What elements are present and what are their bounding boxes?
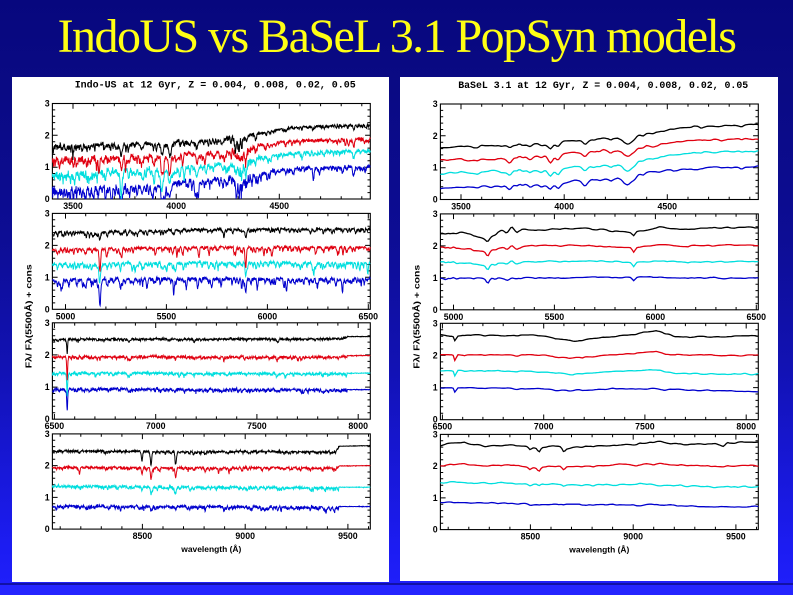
svg-text:Indo-US at 12 Gyr, Z = 0.004,: Indo-US at 12 Gyr, Z = 0.004, 0.008, 0.0… xyxy=(75,79,356,91)
svg-text:2: 2 xyxy=(432,130,437,140)
svg-text:0: 0 xyxy=(432,194,437,204)
svg-text:1: 1 xyxy=(432,272,437,282)
svg-text:wavelength (Å): wavelength (Å) xyxy=(568,544,629,554)
svg-text:2: 2 xyxy=(432,350,437,360)
svg-text:0: 0 xyxy=(432,524,437,534)
svg-text:9000: 9000 xyxy=(623,531,643,541)
svg-text:3500: 3500 xyxy=(63,201,83,211)
svg-text:3: 3 xyxy=(45,429,50,439)
svg-text:3: 3 xyxy=(432,99,437,109)
svg-text:2: 2 xyxy=(45,130,50,140)
svg-text:8000: 8000 xyxy=(348,421,368,431)
svg-text:3500: 3500 xyxy=(451,201,471,211)
svg-text:2: 2 xyxy=(45,240,50,250)
svg-text:6500: 6500 xyxy=(746,311,766,321)
svg-text:6000: 6000 xyxy=(258,311,278,321)
svg-text:9500: 9500 xyxy=(726,531,746,541)
svg-text:3: 3 xyxy=(432,429,437,439)
svg-text:8500: 8500 xyxy=(133,531,153,541)
svg-text:3: 3 xyxy=(45,208,50,218)
svg-text:3: 3 xyxy=(432,208,437,218)
svg-text:2: 2 xyxy=(432,461,437,471)
svg-text:5000: 5000 xyxy=(443,311,463,321)
svg-text:5000: 5000 xyxy=(56,311,76,321)
svg-text:BaSeL 3.1 at 12 Gyr, Z = 0.004: BaSeL 3.1 at 12 Gyr, Z = 0.004, 0.008, 0… xyxy=(458,79,748,91)
svg-text:2: 2 xyxy=(432,240,437,250)
svg-text:0: 0 xyxy=(45,414,50,424)
svg-text:4000: 4000 xyxy=(166,201,186,211)
svg-text:5500: 5500 xyxy=(157,311,177,321)
svg-text:0: 0 xyxy=(432,304,437,314)
svg-text:3: 3 xyxy=(45,99,50,109)
svg-text:3: 3 xyxy=(432,318,437,328)
svg-text:1: 1 xyxy=(432,492,437,502)
svg-text:2: 2 xyxy=(45,350,50,360)
svg-text:7500: 7500 xyxy=(247,421,267,431)
svg-text:7000: 7000 xyxy=(146,421,166,431)
svg-text:2: 2 xyxy=(45,461,50,471)
svg-text:0: 0 xyxy=(45,524,50,534)
svg-text:1: 1 xyxy=(432,162,437,172)
svg-text:1: 1 xyxy=(45,382,50,392)
svg-text:9000: 9000 xyxy=(235,531,255,541)
svg-text:Fλ/ Fλ(5500Å) + cons: Fλ/ Fλ(5500Å) + cons xyxy=(411,264,421,368)
svg-text:1: 1 xyxy=(45,272,50,282)
svg-text:4000: 4000 xyxy=(554,201,574,211)
svg-text:7000: 7000 xyxy=(534,421,554,431)
svg-text:wavelength (Å): wavelength (Å) xyxy=(180,544,241,554)
svg-text:6500: 6500 xyxy=(359,311,379,321)
svg-text:1: 1 xyxy=(432,382,437,392)
svg-text:6000: 6000 xyxy=(645,311,665,321)
svg-text:8000: 8000 xyxy=(736,421,756,431)
svg-text:4500: 4500 xyxy=(657,201,677,211)
svg-text:0: 0 xyxy=(45,194,50,204)
svg-text:6500: 6500 xyxy=(432,421,452,431)
svg-text:3: 3 xyxy=(45,318,50,328)
svg-text:1: 1 xyxy=(45,492,50,502)
svg-text:7500: 7500 xyxy=(635,421,655,431)
svg-text:1: 1 xyxy=(45,162,50,172)
svg-text:0: 0 xyxy=(432,414,437,424)
svg-text:9500: 9500 xyxy=(338,531,358,541)
svg-text:0: 0 xyxy=(45,304,50,314)
svg-text:6500: 6500 xyxy=(45,421,65,431)
svg-text:8500: 8500 xyxy=(520,531,540,541)
svg-text:Fλ/ Fλ(5500Å) + cons: Fλ/ Fλ(5500Å) + cons xyxy=(24,264,34,368)
svg-text:4500: 4500 xyxy=(270,201,290,211)
svg-text:5500: 5500 xyxy=(544,311,564,321)
